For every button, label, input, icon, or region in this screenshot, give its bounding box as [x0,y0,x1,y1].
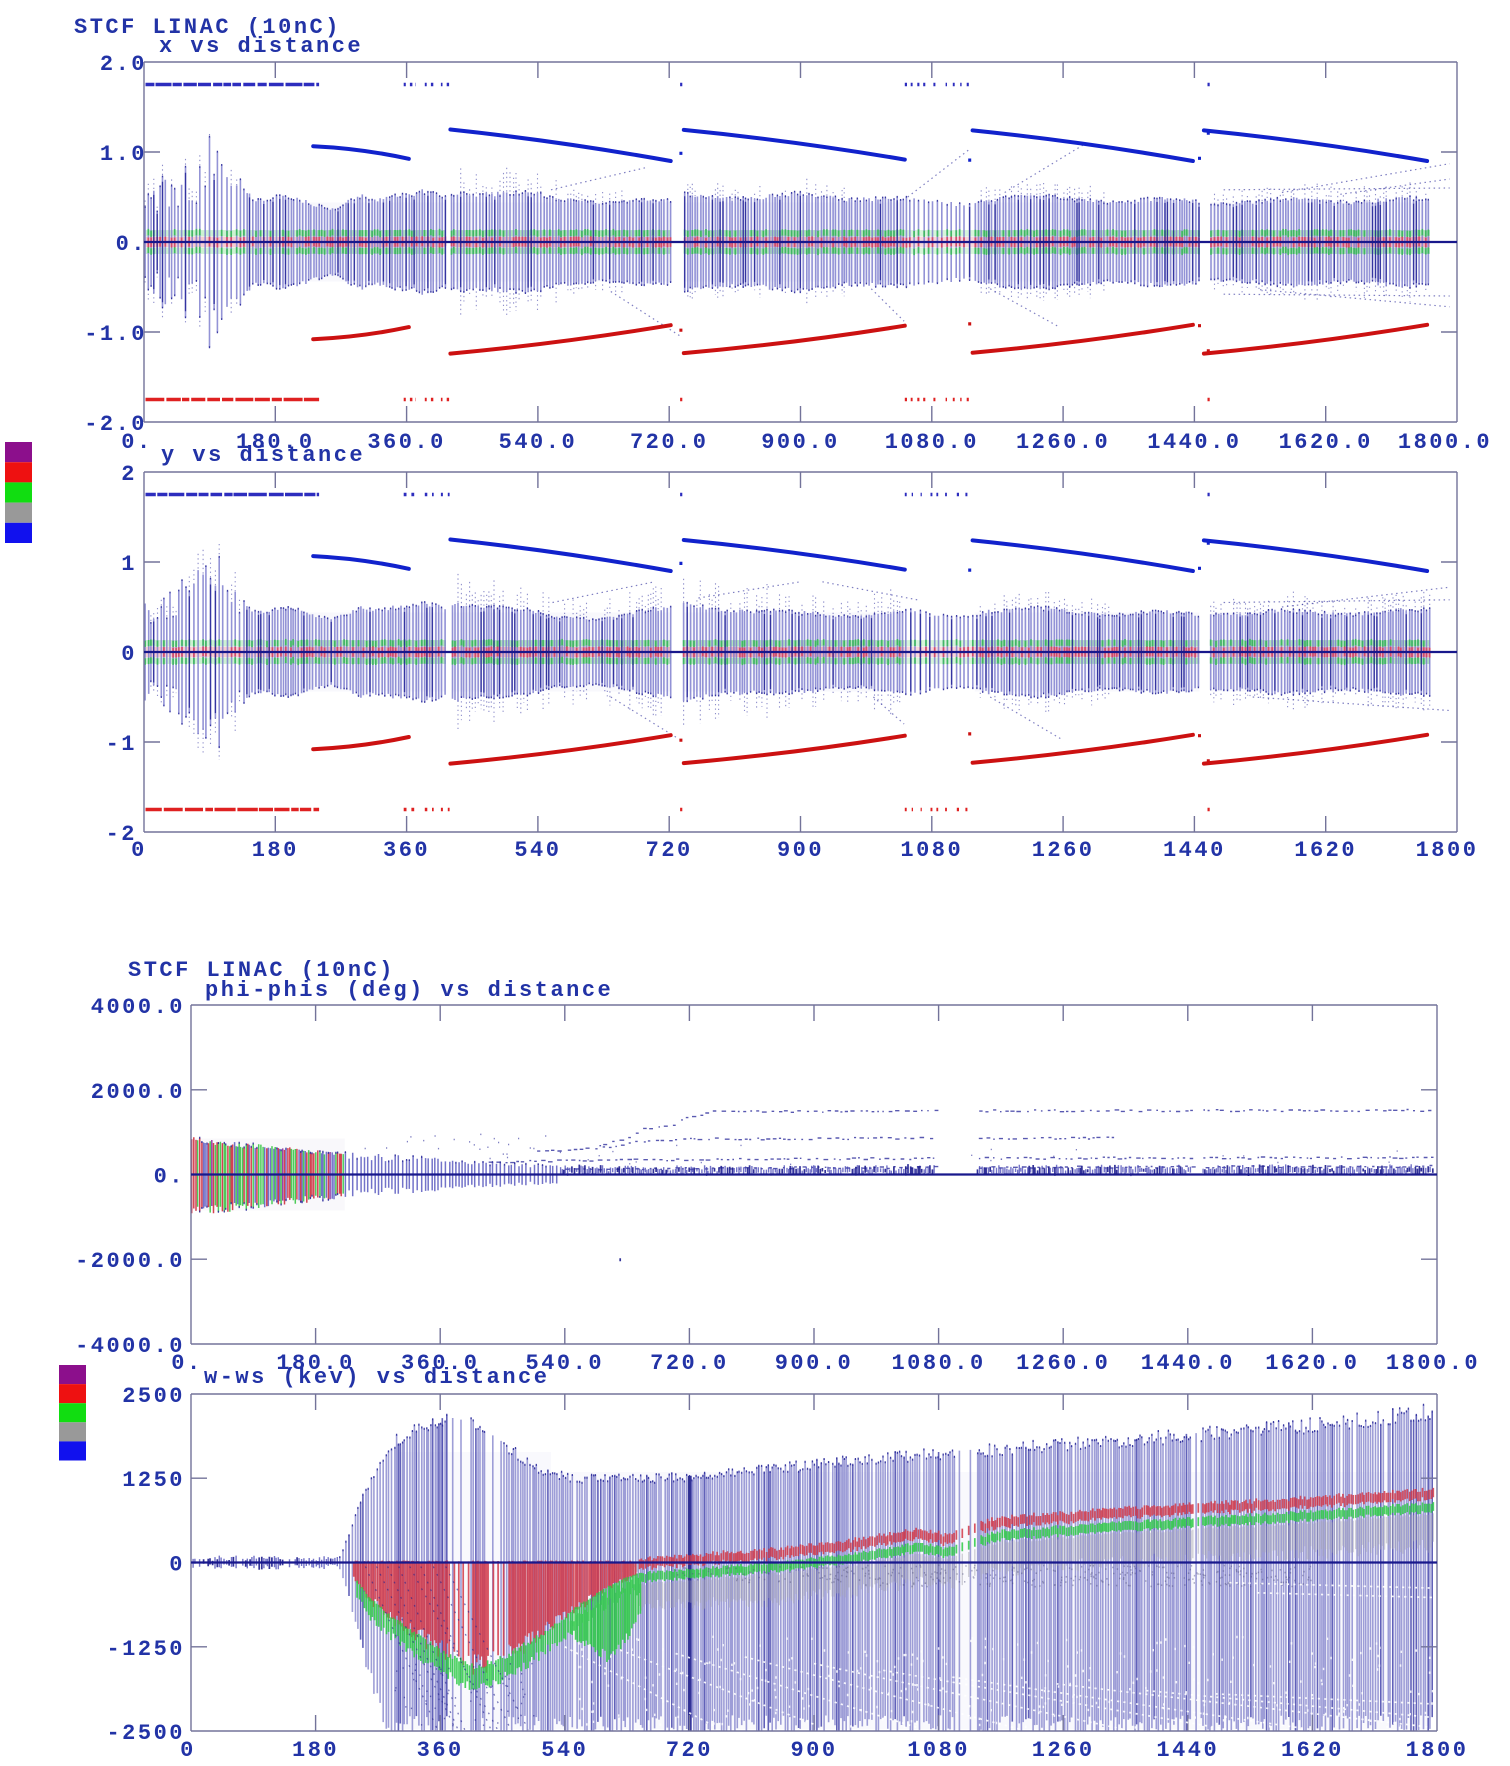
svg-text:360.0: 360.0 [401,1351,480,1376]
svg-text:4000.0: 4000.0 [91,995,185,1020]
svg-text:1800.0: 1800.0 [1398,430,1492,455]
svg-text:0.: 0. [154,1165,185,1190]
svg-text:0: 0 [169,1553,185,1578]
svg-text:0.: 0. [121,430,152,455]
svg-text:900: 900 [790,1738,837,1763]
svg-text:1080: 1080 [900,838,963,863]
svg-text:1260: 1260 [1032,838,1095,863]
svg-text:1800.0: 1800.0 [1386,1351,1480,1376]
svg-text:900.0: 900.0 [775,1351,854,1376]
svg-text:1440.0: 1440.0 [1141,1351,1235,1376]
svg-text:720: 720 [666,1738,713,1763]
svg-text:720: 720 [646,838,693,863]
svg-text:-1250: -1250 [106,1637,185,1662]
svg-text:STCF LINAC (10nC): STCF LINAC (10nC) [128,958,395,983]
svg-text:180: 180 [252,838,299,863]
svg-text:900: 900 [777,838,824,863]
svg-text:1.0: 1.0 [100,142,147,167]
svg-text:-2.0: -2.0 [84,412,147,437]
svg-text:2000.0: 2000.0 [91,1080,185,1105]
svg-text:w-ws (kev) vs distance: w-ws (kev) vs distance [204,1365,549,1390]
svg-text:180.0: 180.0 [236,430,315,455]
svg-text:1620: 1620 [1281,1738,1344,1763]
svg-text:1440: 1440 [1156,1738,1219,1763]
svg-text:180.0: 180.0 [276,1351,355,1376]
svg-text:-2500: -2500 [106,1721,185,1746]
svg-text:1080: 1080 [907,1738,970,1763]
svg-text:1620.0: 1620.0 [1279,430,1373,455]
svg-text:1620: 1620 [1294,838,1357,863]
svg-text:1260.0: 1260.0 [1016,1351,1110,1376]
svg-text:2.0: 2.0 [100,52,147,77]
svg-text:1080.0: 1080.0 [891,1351,985,1376]
svg-text:0: 0 [180,1738,196,1763]
svg-text:720.0: 720.0 [630,430,709,455]
svg-text:540.0: 540.0 [499,430,578,455]
svg-text:0: 0 [121,642,137,667]
svg-text:1260: 1260 [1032,1738,1095,1763]
svg-text:-1.0: -1.0 [84,322,147,347]
svg-text:180: 180 [292,1738,339,1763]
svg-text:540: 540 [541,1738,588,1763]
svg-text:2500: 2500 [122,1384,185,1409]
svg-text:0.: 0. [116,232,147,257]
svg-text:1260.0: 1260.0 [1016,430,1110,455]
svg-text:0.: 0. [171,1351,202,1376]
svg-text:360: 360 [417,1738,464,1763]
svg-text:-2: -2 [106,822,137,847]
svg-text:540: 540 [514,838,561,863]
svg-text:phi-phis (deg) vs distance: phi-phis (deg) vs distance [205,978,613,1003]
svg-text:1: 1 [121,552,137,577]
svg-text:-1: -1 [106,732,137,757]
svg-text:900.0: 900.0 [761,430,840,455]
svg-text:360.0: 360.0 [367,430,446,455]
svg-text:y vs distance: y vs distance [161,443,365,468]
svg-text:1800: 1800 [1406,1738,1469,1763]
svg-text:x vs distance: x vs distance [159,34,363,59]
svg-text:STCF LINAC (10nC): STCF LINAC (10nC) [74,15,341,40]
svg-text:2: 2 [121,462,137,487]
svg-text:1440.0: 1440.0 [1147,430,1241,455]
svg-text:1800: 1800 [1416,838,1479,863]
svg-text:1250: 1250 [122,1468,185,1493]
svg-text:-2000.0: -2000.0 [75,1249,185,1274]
svg-text:1080.0: 1080.0 [885,430,979,455]
svg-text:1440: 1440 [1163,838,1226,863]
svg-text:1620.0: 1620.0 [1265,1351,1359,1376]
svg-text:360: 360 [383,838,430,863]
svg-text:0: 0 [131,838,147,863]
svg-text:720.0: 720.0 [650,1351,729,1376]
svg-text:-4000.0: -4000.0 [75,1334,185,1359]
svg-text:540.0: 540.0 [526,1351,605,1376]
